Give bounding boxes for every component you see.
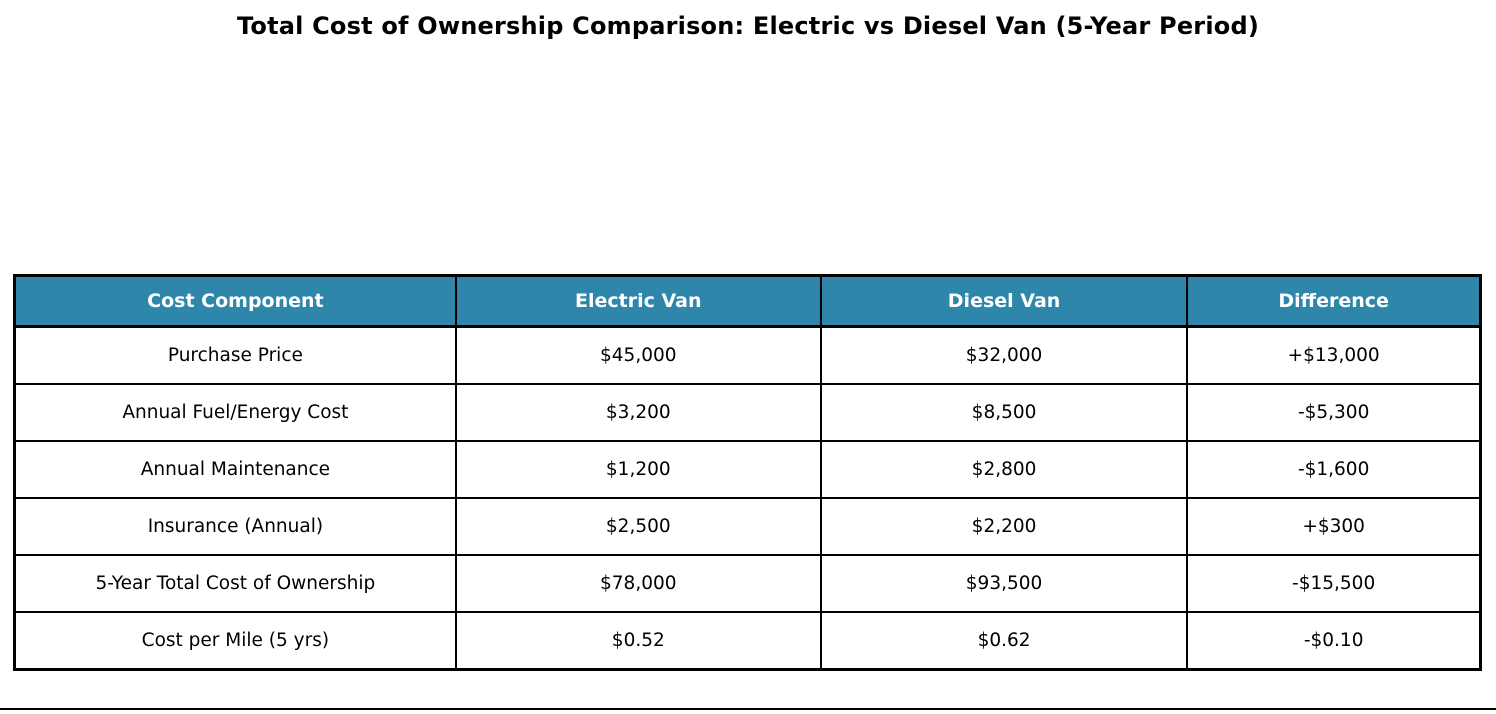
diesel-value-cell: $93,500 [819,554,1189,613]
column-header-cost-component: Cost Component [13,274,457,328]
header-row: Cost Component Electric Van Diesel Van D… [13,274,1482,328]
column-header-difference: Difference [1186,274,1482,328]
table-row: Annual Maintenance $1,200 $2,800 -$1,600 [13,440,1482,499]
electric-value-cell: $45,000 [454,325,822,385]
difference-value-cell: +$300 [1186,497,1482,556]
component-cell: 5-Year Total Cost of Ownership [13,554,457,613]
component-cell: Annual Maintenance [13,440,457,499]
difference-value-cell: -$1,600 [1186,440,1482,499]
difference-value-cell: -$0.10 [1186,611,1482,671]
diesel-value-cell: $32,000 [819,325,1189,385]
page-title: Total Cost of Ownership Comparison: Elec… [237,12,1259,40]
table-row: Annual Fuel/Energy Cost $3,200 $8,500 -$… [13,383,1482,442]
component-cell: Cost per Mile (5 yrs) [13,611,457,671]
electric-value-cell: $2,500 [454,497,822,556]
electric-value-cell: $1,200 [454,440,822,499]
component-cell: Purchase Price [13,325,457,385]
difference-value-cell: +$13,000 [1186,325,1482,385]
table-row: 5-Year Total Cost of Ownership $78,000 $… [13,554,1482,613]
table-row: Insurance (Annual) $2,500 $2,200 +$300 [13,497,1482,556]
cost-comparison-table: Cost Component Electric Van Diesel Van D… [13,274,1482,671]
diesel-value-cell: $2,200 [819,497,1189,556]
diesel-value-cell: $8,500 [819,383,1189,442]
table-row: Cost per Mile (5 yrs) $0.52 $0.62 -$0.10 [13,611,1482,671]
difference-value-cell: -$5,300 [1186,383,1482,442]
diesel-value-cell: $2,800 [819,440,1189,499]
diesel-value-cell: $0.62 [819,611,1189,671]
electric-value-cell: $78,000 [454,554,822,613]
column-header-electric-van: Electric Van [454,274,822,328]
bottom-divider [0,708,1496,710]
electric-value-cell: $3,200 [454,383,822,442]
component-cell: Annual Fuel/Energy Cost [13,383,457,442]
table-row: Purchase Price $45,000 $32,000 +$13,000 [13,325,1482,385]
electric-value-cell: $0.52 [454,611,822,671]
column-header-diesel-van: Diesel Van [819,274,1189,328]
difference-value-cell: -$15,500 [1186,554,1482,613]
component-cell: Insurance (Annual) [13,497,457,556]
